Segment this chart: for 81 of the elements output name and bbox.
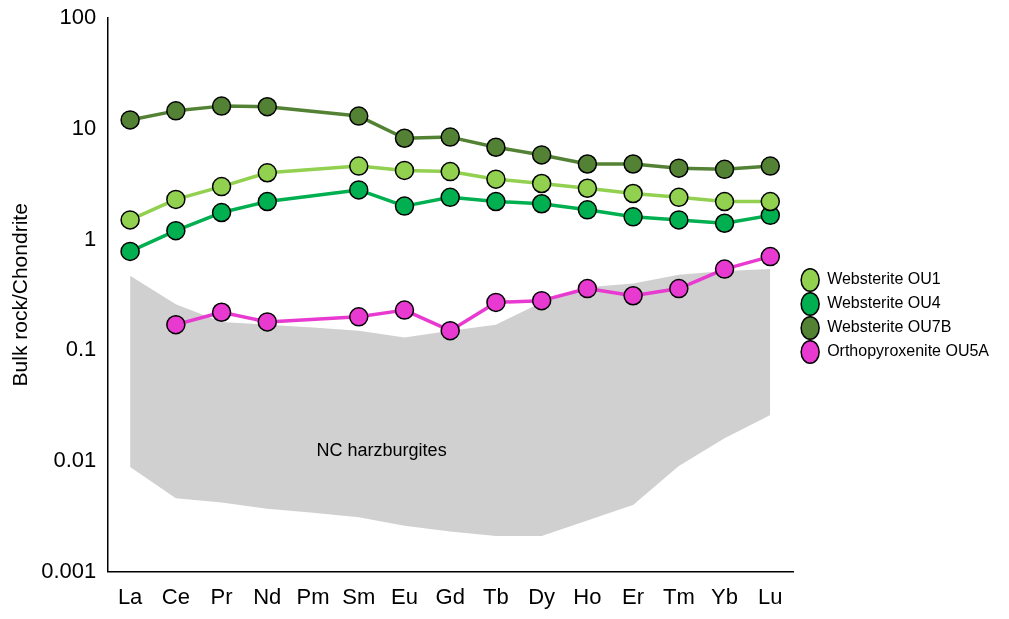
- point: [440, 320, 460, 341]
- point: [623, 207, 643, 227]
- point: [257, 96, 278, 117]
- y-axis-title: Bulk rock/Chondrite: [8, 203, 32, 387]
- point: [120, 110, 140, 130]
- point: [349, 106, 369, 126]
- point: [211, 202, 232, 223]
- point: [531, 173, 552, 194]
- point: [349, 180, 369, 200]
- legend-label: Orthopyroxenite OU5A: [827, 342, 990, 360]
- y-tick-label: 0.01: [53, 446, 97, 472]
- point: [623, 183, 643, 204]
- point: [714, 191, 735, 212]
- point: [166, 189, 186, 210]
- point: [486, 191, 506, 212]
- point: [486, 169, 506, 189]
- point: [760, 191, 781, 212]
- point: [211, 302, 232, 322]
- point: [714, 213, 735, 234]
- x-tick-label: Sm: [342, 583, 376, 609]
- point: [531, 145, 552, 165]
- point: [760, 156, 781, 176]
- x-tick-label: Pm: [296, 583, 330, 609]
- legend-label: Websterite OU4: [827, 294, 941, 312]
- x-tick-label: Tb: [483, 583, 509, 609]
- point: [623, 154, 643, 174]
- x-tick-label: La: [117, 583, 144, 609]
- point: [714, 159, 735, 180]
- x-tick-label: Er: [622, 583, 645, 609]
- point: [531, 290, 552, 311]
- point: [669, 158, 689, 178]
- legend-label: Websterite OU1: [827, 270, 941, 288]
- x-tick-label: Lu: [758, 583, 783, 609]
- x-tick-label: Eu: [391, 583, 418, 609]
- point: [486, 137, 506, 158]
- y-tick-label: 1: [84, 225, 97, 251]
- x-tick-label: Tm: [662, 583, 695, 609]
- point: [669, 278, 689, 299]
- point: [669, 187, 689, 208]
- point: [714, 259, 735, 279]
- point: [257, 312, 278, 332]
- point: [349, 156, 369, 176]
- point: [531, 194, 552, 214]
- point: [120, 241, 140, 262]
- point: [211, 176, 232, 197]
- point: [257, 163, 278, 183]
- point: [166, 220, 186, 241]
- point: [166, 314, 186, 335]
- point: [577, 154, 598, 174]
- x-tick-label: Dy: [528, 583, 556, 609]
- point: [257, 191, 278, 212]
- y-tick-label: 0.001: [41, 557, 97, 583]
- y-tick-label: 0.1: [65, 336, 97, 362]
- point: [577, 200, 598, 220]
- point: [577, 178, 598, 198]
- annotation: NC harzburgites: [316, 440, 447, 461]
- point: [440, 127, 460, 147]
- point: [120, 210, 140, 230]
- x-tick-label: Yb: [711, 583, 739, 609]
- y-tick-label: 10: [71, 114, 97, 140]
- point: [394, 128, 415, 149]
- point: [760, 246, 781, 267]
- point: [394, 300, 415, 320]
- legend-label: Websterite OU7B: [827, 318, 952, 336]
- point: [394, 196, 415, 216]
- x-tick-label: Gd: [435, 583, 465, 609]
- point: [623, 286, 643, 306]
- x-tick-label: Pr: [210, 583, 233, 609]
- x-tick-label: Ce: [161, 583, 190, 609]
- point: [669, 210, 689, 230]
- point: [440, 161, 460, 182]
- point: [577, 278, 598, 299]
- point: [486, 292, 506, 313]
- y-tick-label: 100: [59, 4, 97, 30]
- point: [166, 101, 186, 121]
- point: [394, 160, 415, 181]
- point: [349, 307, 369, 327]
- x-tick-label: Ho: [573, 583, 602, 609]
- point: [211, 96, 232, 116]
- x-tick-label: Nd: [253, 583, 282, 609]
- point: [440, 187, 460, 208]
